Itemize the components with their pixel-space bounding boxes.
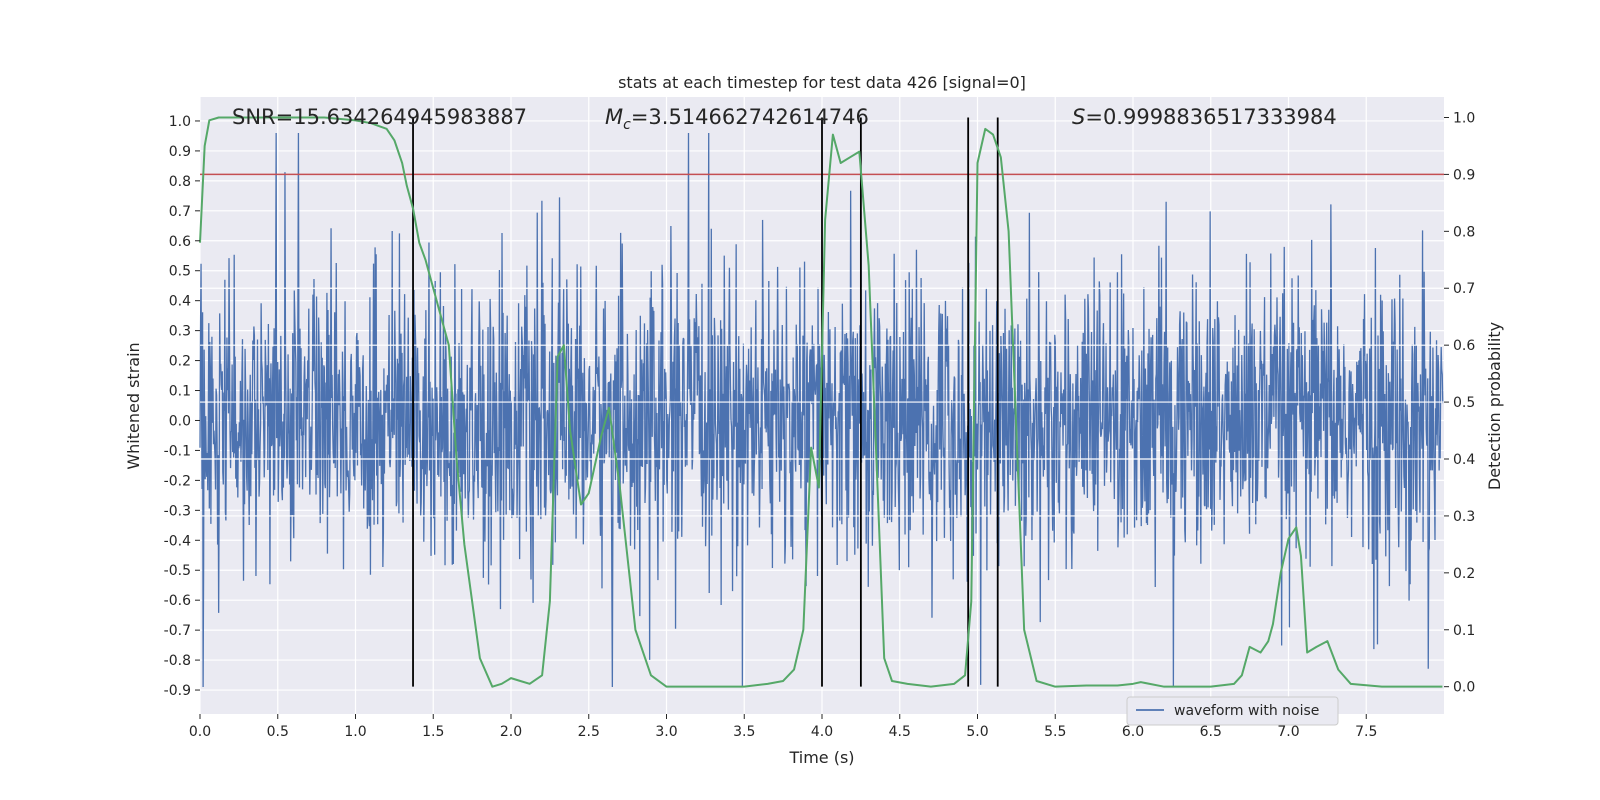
- s-value: =0.9998836517333984: [1085, 105, 1336, 129]
- x-tick-label: 7.0: [1277, 724, 1299, 740]
- y-tick-label: 0.8: [169, 174, 191, 190]
- x-tick-label: 3.0: [655, 724, 677, 740]
- y-axis-label: Whitened strain: [124, 342, 143, 469]
- y-tick-label: 0.2: [169, 354, 191, 370]
- y-tick-label: -0.1: [164, 443, 191, 459]
- x-tick-label: 4.5: [889, 724, 911, 740]
- mc-symbol: M: [605, 105, 623, 129]
- s-symbol: S: [1072, 105, 1085, 129]
- y-tick-label: 0.5: [169, 264, 191, 280]
- x-axis-label: Time (s): [788, 748, 854, 767]
- y-tick-label: -0.2: [164, 473, 191, 489]
- y2-axis-label: Detection probability: [1485, 322, 1504, 490]
- y2-tick-label: 0.0: [1453, 680, 1475, 696]
- y2-tick-label: 0.9: [1453, 167, 1475, 183]
- y-tick-label: -0.7: [164, 623, 191, 639]
- y-tick-label: 0.9: [169, 144, 191, 160]
- y-tick-label: -0.3: [164, 503, 191, 519]
- y2-tick-label: 0.2: [1453, 566, 1475, 582]
- x-tick-label: 1.5: [422, 724, 444, 740]
- snr-annotation: SNR=15.634264945983887: [232, 105, 527, 129]
- legend-box: [1126, 696, 1339, 726]
- probability-series: [199, 116, 1443, 688]
- y2-tick-label: 1.0: [1453, 110, 1475, 126]
- y2-tick-label: 0.6: [1453, 338, 1475, 354]
- y2-tick-label: 0.7: [1453, 281, 1475, 297]
- y-tick-label: 0.6: [169, 234, 191, 250]
- x-tick-label: 1.0: [344, 724, 366, 740]
- x-tick-label: 3.5: [733, 724, 755, 740]
- y2-tick-label: 0.3: [1453, 509, 1475, 525]
- y-tick-label: -0.8: [164, 653, 191, 669]
- x-tick-label: 4.0: [811, 724, 833, 740]
- legend: waveform with noise: [1126, 696, 1339, 726]
- x-tick-label: 5.5: [1044, 724, 1066, 740]
- y-tick-label: -0.9: [164, 683, 191, 699]
- y-tick-label: 0.7: [169, 204, 191, 220]
- x-tick-label: 6.5: [1200, 724, 1222, 740]
- x-tick-label: 7.5: [1355, 724, 1377, 740]
- score-annotation: S=0.9998836517333984: [1072, 105, 1337, 129]
- x-tick-label: 0.5: [267, 724, 289, 740]
- y-tick-label: -0.5: [164, 563, 191, 579]
- y-tick-label: 0.1: [169, 384, 191, 400]
- chart-title: stats at each timestep for test data 426…: [618, 73, 1026, 92]
- overlay-lines: [200, 117, 1444, 687]
- x-tick-label: 6.0: [1122, 724, 1144, 740]
- y2-tick-label: 0.1: [1453, 623, 1475, 639]
- x-tick-label: 2.0: [500, 724, 522, 740]
- y2-tick-label: 0.8: [1453, 224, 1475, 240]
- chirp-mass-annotation: Mc=3.514662742614746: [605, 105, 869, 133]
- x-tick-label: 0.0: [189, 724, 211, 740]
- x-tick-label: 5.0: [966, 724, 988, 740]
- tick-labels: 0.0 0.5 1.0 1.5 2.0 2.5 3.0 3.5 4.0 4.5 5.0 5.5 6.0 6…: [164, 110, 1476, 740]
- y2-tick-label: 0.5: [1453, 395, 1475, 411]
- mc-value: =3.514662742614746: [631, 105, 869, 129]
- y2-tick-label: 0.4: [1453, 452, 1475, 468]
- y-tick-label: 1.0: [169, 114, 191, 130]
- mc-subscript: c: [623, 117, 631, 133]
- y-tick-label: 0.3: [169, 324, 191, 340]
- y-tick-label: -0.6: [164, 593, 191, 609]
- y-tick-label: 0.4: [169, 294, 191, 310]
- x-tick-label: 2.5: [578, 724, 600, 740]
- legend-label: waveform with noise: [1174, 703, 1319, 719]
- y-tick-label: -0.4: [164, 533, 191, 549]
- y-tick-label: 0.0: [169, 413, 191, 429]
- probability-line: [199, 116, 1443, 688]
